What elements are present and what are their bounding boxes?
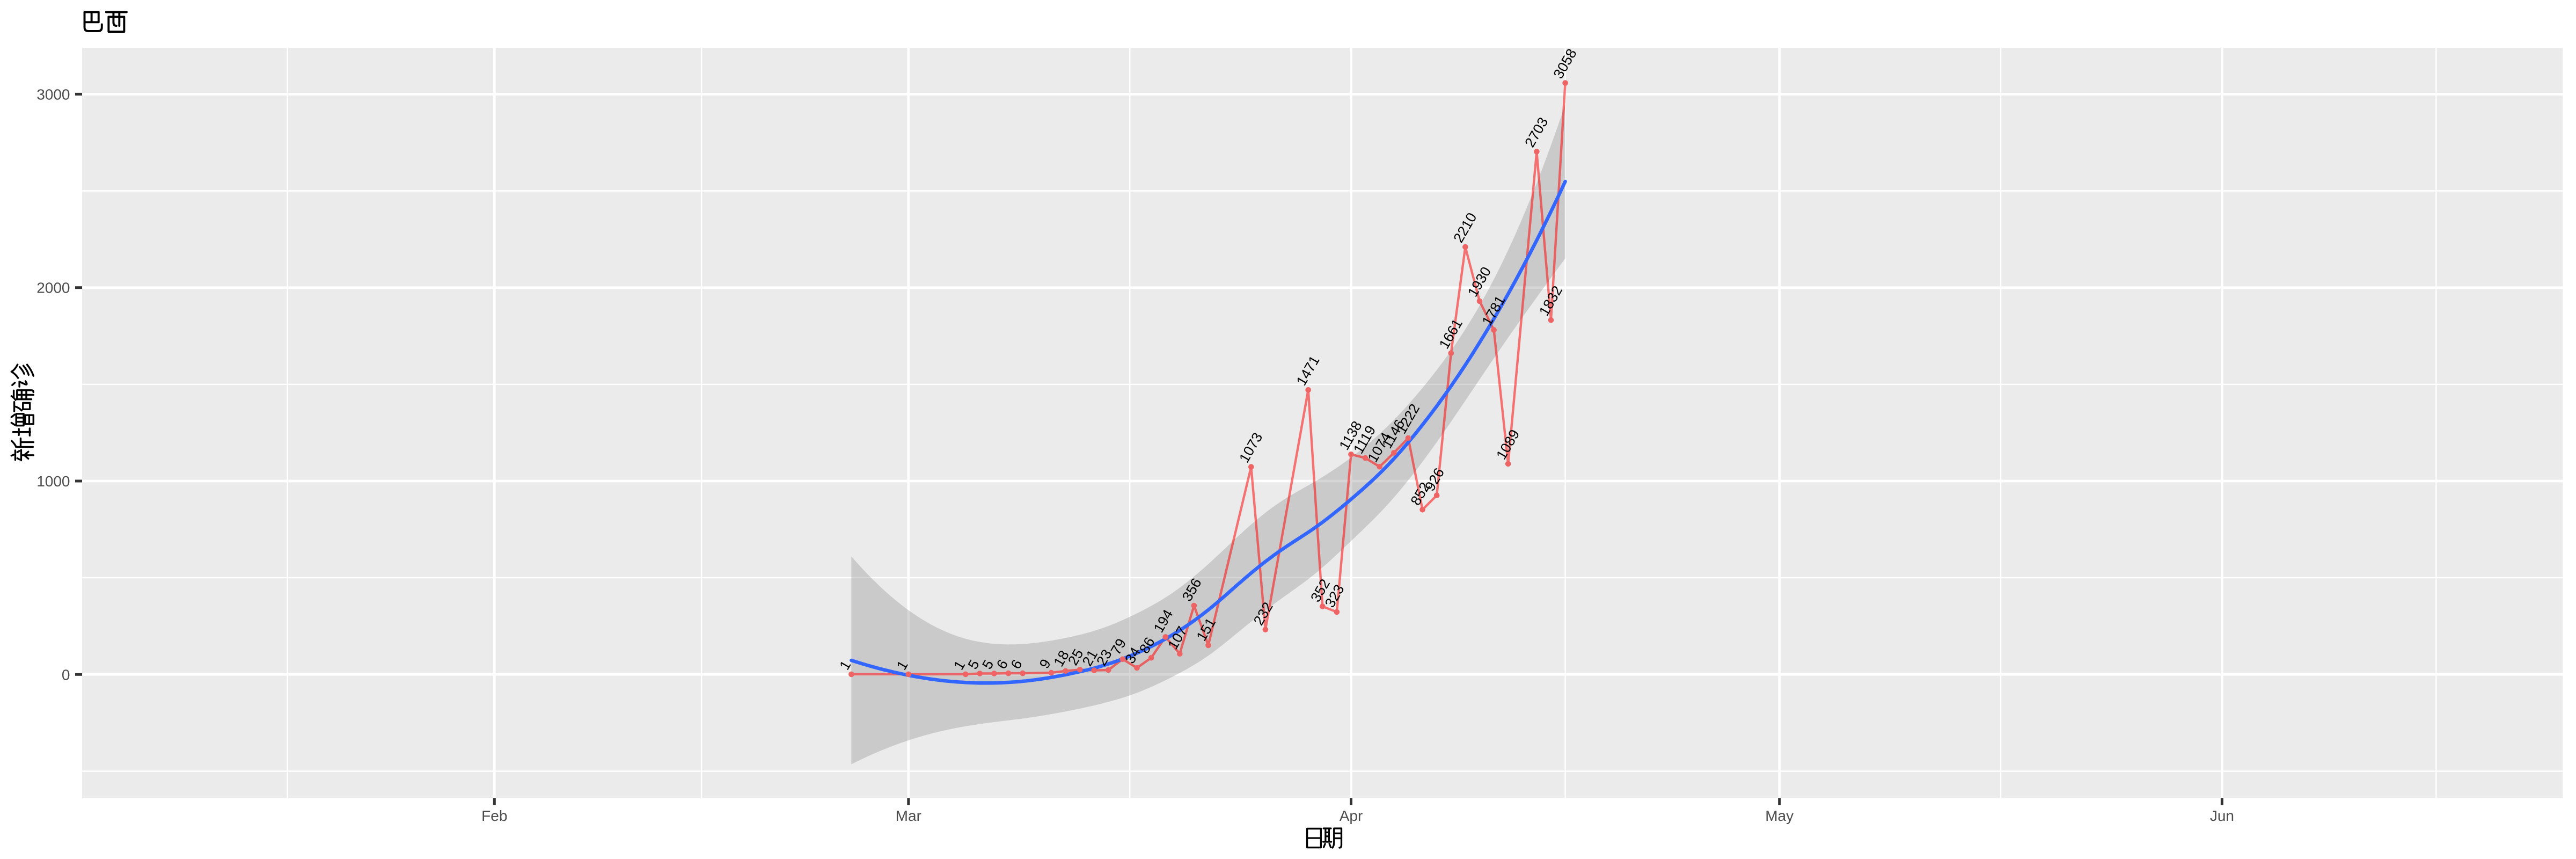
svg-text:Mar: Mar bbox=[896, 807, 921, 824]
svg-text:1000: 1000 bbox=[36, 473, 70, 490]
svg-text:Apr: Apr bbox=[1340, 807, 1363, 824]
svg-text:May: May bbox=[1765, 807, 1794, 824]
svg-text:Jun: Jun bbox=[2210, 807, 2234, 824]
svg-text:Feb: Feb bbox=[481, 807, 507, 824]
svg-text:2000: 2000 bbox=[36, 280, 70, 296]
svg-text:3000: 3000 bbox=[36, 86, 70, 103]
svg-text:0: 0 bbox=[62, 666, 70, 683]
